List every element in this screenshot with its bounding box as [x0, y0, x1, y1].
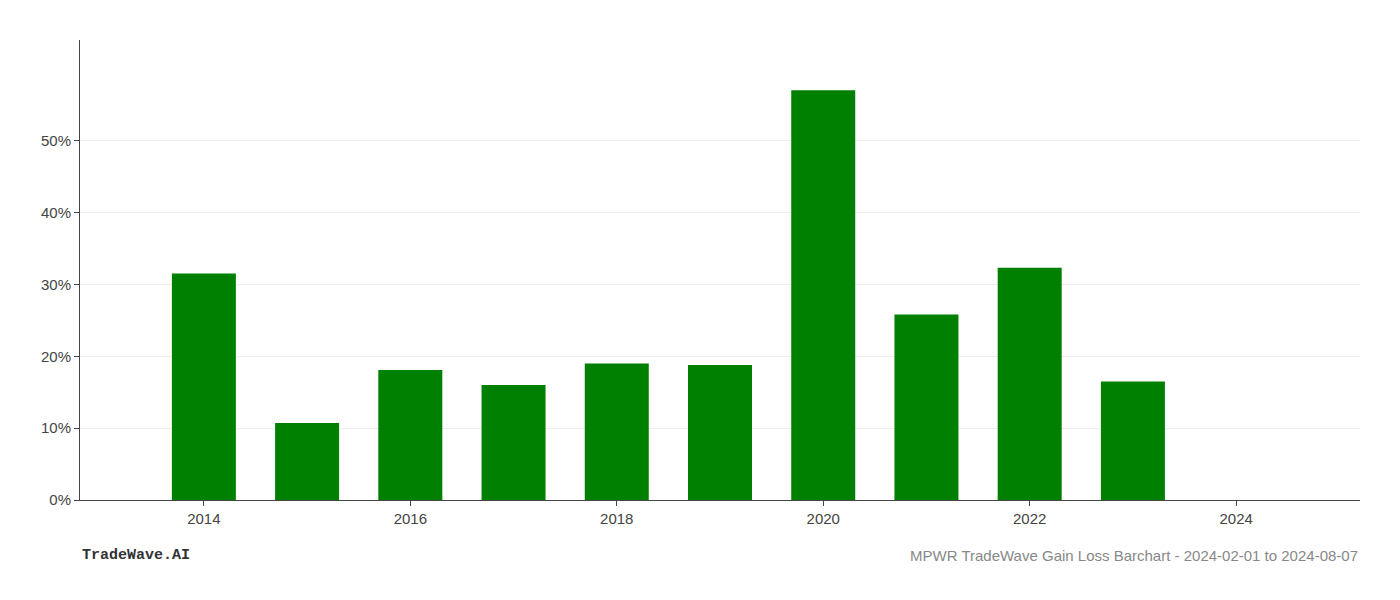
svg-text:10%: 10%: [41, 419, 71, 436]
svg-text:2016: 2016: [394, 510, 427, 527]
svg-text:2014: 2014: [187, 510, 220, 527]
svg-text:MPWR TradeWave Gain Loss Barch: MPWR TradeWave Gain Loss Barchart - 2024…: [910, 547, 1358, 564]
svg-text:50%: 50%: [41, 132, 71, 149]
svg-text:20%: 20%: [41, 348, 71, 365]
svg-text:2018: 2018: [600, 510, 633, 527]
svg-text:30%: 30%: [41, 276, 71, 293]
svg-text:0%: 0%: [49, 491, 71, 508]
svg-text:TradeWave.AI: TradeWave.AI: [82, 547, 190, 564]
svg-text:2024: 2024: [1219, 510, 1252, 527]
svg-text:40%: 40%: [41, 204, 71, 221]
svg-text:2022: 2022: [1013, 510, 1046, 527]
svg-text:2020: 2020: [807, 510, 840, 527]
